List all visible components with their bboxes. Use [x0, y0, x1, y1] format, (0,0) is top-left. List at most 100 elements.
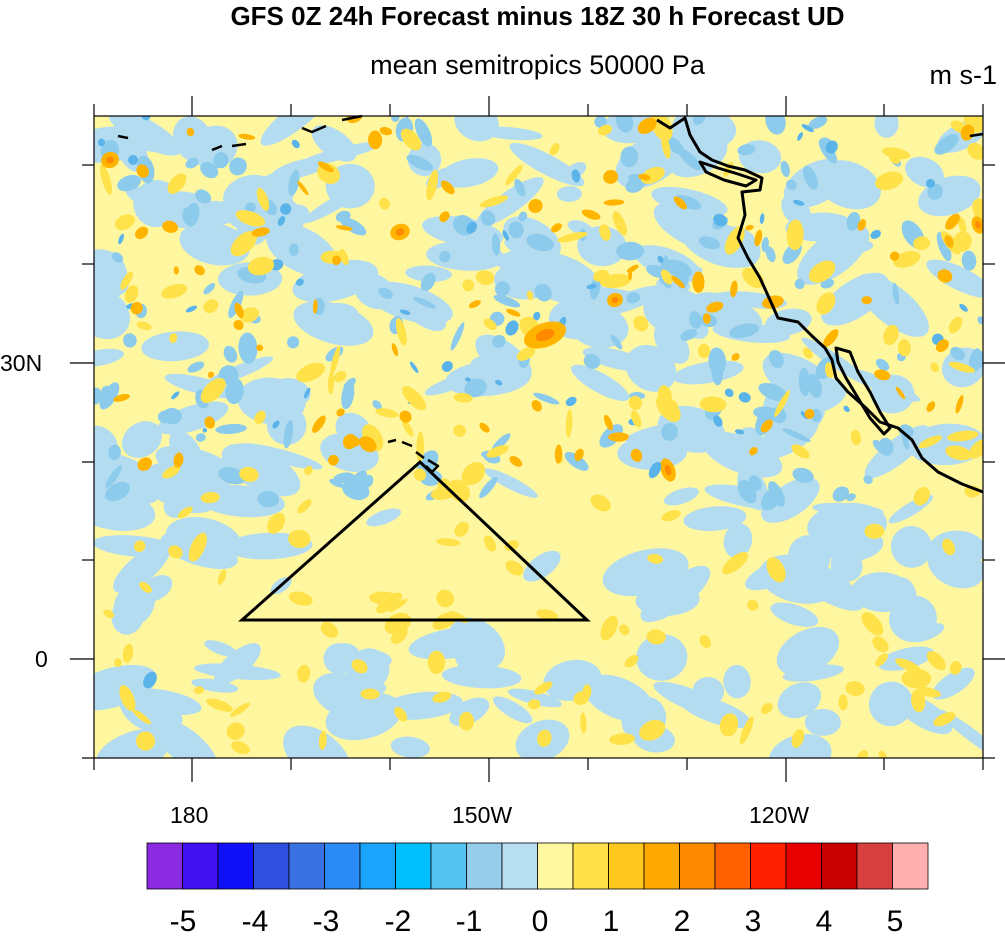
field-blob: [626, 264, 639, 273]
map-subtitle: mean semitropics 50000 Pa: [370, 50, 705, 80]
field-blob: [366, 508, 401, 527]
field-blob: [672, 360, 744, 385]
field-blob: [646, 629, 666, 645]
field-blob: [516, 346, 536, 361]
field-blob: [815, 160, 881, 210]
field-blob: [390, 736, 430, 758]
field-blob: [935, 339, 949, 353]
field-blob: [368, 130, 383, 150]
field-blob: [369, 591, 400, 605]
colorbar-swatch: [608, 842, 645, 890]
vancouver-island: [698, 160, 758, 188]
field-blob: [110, 455, 148, 478]
field-blob: [441, 361, 453, 372]
field-blob: [864, 523, 885, 539]
colorbar-label: 3: [744, 905, 762, 938]
field-blob: [379, 126, 393, 136]
field-blob: [202, 427, 208, 433]
field-blob: [660, 132, 671, 159]
field-blob: [680, 329, 698, 341]
field-blob: [724, 388, 734, 398]
field-blob: [94, 348, 124, 367]
field-blob: [947, 430, 979, 442]
highlight-triangle: [238, 459, 591, 622]
field-blob: [802, 347, 813, 359]
field-blob: [479, 195, 509, 208]
field-blob: [792, 467, 814, 484]
field-blob: [133, 540, 146, 553]
field-blob: [533, 392, 560, 405]
field-blob: [738, 392, 751, 403]
field-blob: [185, 158, 199, 169]
field-blob: [450, 322, 465, 351]
field-blob: [702, 313, 711, 325]
field-blob: [657, 255, 664, 263]
field-blob: [390, 626, 408, 645]
hawaii-islands: [387, 438, 440, 474]
field-blob: [272, 420, 280, 429]
field-blob: [713, 213, 727, 227]
field-blob: [101, 385, 117, 401]
field-blob: [878, 437, 894, 456]
field-blob: [554, 444, 563, 464]
field-blob: [420, 272, 436, 292]
field-blob: [435, 538, 461, 547]
colorbar-label: 0: [531, 905, 549, 938]
colorbar-swatch: [324, 842, 361, 890]
field-blob: [493, 294, 521, 308]
field-blob: [723, 523, 753, 559]
field-blob: [114, 214, 135, 231]
colorbar-swatch: [395, 842, 432, 890]
field-blob: [234, 302, 244, 319]
field-blob: [600, 615, 618, 641]
field-blob: [297, 180, 309, 196]
field-blob: [244, 202, 256, 214]
field-blob: [571, 169, 581, 183]
field-blob: [185, 305, 198, 313]
field-blob: [692, 676, 725, 706]
field-blob: [925, 178, 936, 188]
field-blob: [683, 506, 747, 532]
field-blob: [586, 283, 597, 290]
baja-california-outline: [834, 346, 892, 436]
field-blob: [413, 297, 437, 309]
colorbar: [146, 842, 929, 890]
field-blob: [342, 479, 370, 501]
field-blob: [765, 116, 786, 135]
field-blob: [567, 220, 593, 235]
field-blob: [762, 295, 784, 309]
field-blob: [185, 202, 200, 227]
field-blob: [441, 665, 522, 689]
field-blob: [846, 493, 856, 502]
field-blob: [171, 391, 180, 400]
colorbar-swatch: [856, 842, 893, 890]
field-blob: [291, 139, 300, 149]
field-blob: [768, 733, 832, 758]
field-blob: [257, 490, 279, 508]
field-blob: [883, 324, 899, 346]
field-blob: [506, 308, 521, 317]
field-blob: [774, 390, 790, 418]
field-blob: [851, 572, 913, 613]
field-blob: [117, 174, 141, 192]
field-blob: [100, 164, 112, 195]
field-blob: [342, 433, 358, 450]
field-blob: [388, 598, 408, 612]
field-blob: [582, 347, 650, 372]
field-blob: [918, 435, 942, 449]
field-blob: [528, 199, 543, 213]
field-blob: [807, 502, 887, 549]
field-blob: [870, 374, 915, 414]
field-blob: [889, 251, 900, 261]
field-blob: [328, 454, 339, 466]
field-blob: [464, 377, 471, 382]
field-blob: [786, 688, 821, 718]
field-blob: [402, 386, 426, 411]
field-blob: [288, 169, 300, 196]
field-blob: [968, 348, 982, 373]
field-blob: [875, 653, 889, 667]
field-blob: [508, 221, 524, 239]
field-blob: [312, 415, 326, 433]
field-blob: [861, 296, 872, 305]
field-blob: [509, 455, 523, 467]
